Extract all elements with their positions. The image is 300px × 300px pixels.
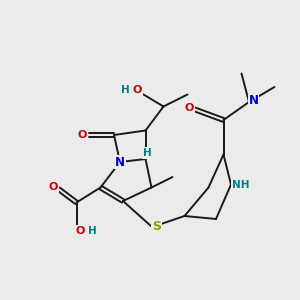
Text: H: H [88,226,97,236]
Text: S: S [152,220,161,233]
Text: O: O [133,85,142,95]
Text: N: N [115,155,125,169]
Text: H: H [121,85,130,95]
Text: O: O [77,130,87,140]
Text: O: O [75,226,85,236]
Text: H: H [142,148,152,158]
Text: N: N [248,94,259,107]
Text: O: O [48,182,58,193]
Text: O: O [185,103,194,113]
Text: NH: NH [232,179,249,190]
